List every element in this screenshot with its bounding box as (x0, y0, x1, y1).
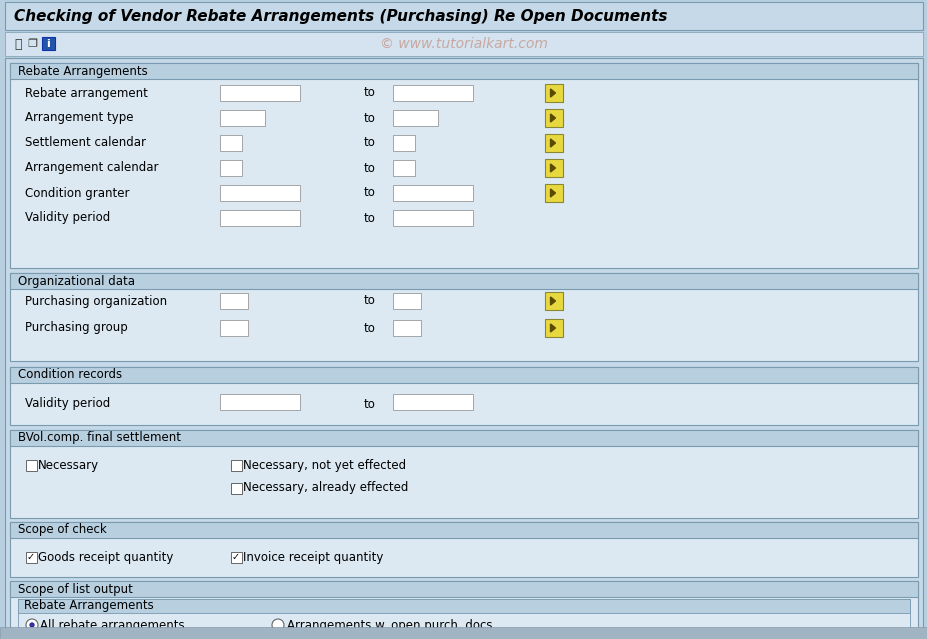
Text: ❐: ❐ (27, 39, 37, 49)
Bar (18, 599, 909, 613)
Bar (10, 273, 917, 361)
Text: to: to (363, 212, 375, 224)
Bar (5, 2, 922, 30)
Bar (220, 210, 299, 226)
Bar (5, 32, 922, 56)
Text: Condition granter: Condition granter (25, 187, 130, 199)
Bar (544, 319, 563, 337)
Text: Scope of check: Scope of check (18, 523, 107, 537)
Bar (544, 292, 563, 310)
Text: Rebate arrangement: Rebate arrangement (25, 86, 147, 100)
Text: Invoice receipt quantity: Invoice receipt quantity (243, 551, 383, 564)
Text: Arrangement type: Arrangement type (25, 111, 133, 125)
Text: i: i (46, 39, 50, 49)
Text: to: to (363, 321, 375, 334)
Text: All rebate arrangements: All rebate arrangements (40, 619, 184, 631)
Text: to: to (363, 137, 375, 150)
Bar (10, 581, 917, 597)
Bar (392, 293, 421, 309)
FancyArrow shape (550, 139, 555, 147)
Bar (10, 63, 917, 268)
Text: Organizational data: Organizational data (18, 275, 134, 288)
Bar (26, 460, 37, 471)
Bar (42, 37, 55, 50)
Text: Scope of list output: Scope of list output (18, 583, 133, 596)
Bar (231, 552, 242, 563)
Text: to: to (363, 162, 375, 174)
Bar (392, 110, 438, 126)
Bar (10, 367, 917, 383)
Bar (26, 552, 37, 563)
Text: Purchasing organization: Purchasing organization (25, 295, 167, 307)
Bar (10, 430, 917, 446)
Text: to: to (363, 187, 375, 199)
FancyArrow shape (550, 297, 555, 305)
Bar (392, 160, 414, 176)
Text: to: to (363, 295, 375, 307)
Bar (231, 483, 242, 494)
Text: Rebate Arrangements: Rebate Arrangements (18, 65, 147, 77)
Bar (392, 185, 473, 201)
Bar (231, 460, 242, 471)
Bar (220, 293, 248, 309)
Text: to: to (363, 111, 375, 125)
Bar (544, 134, 563, 152)
Bar (392, 394, 473, 410)
Bar (0, 627, 927, 639)
Text: Necessary, not yet effected: Necessary, not yet effected (243, 459, 406, 472)
Text: Rebate Arrangements: Rebate Arrangements (24, 599, 154, 613)
Text: Validity period: Validity period (25, 397, 110, 410)
Bar (220, 160, 242, 176)
Bar (392, 135, 414, 151)
Bar (220, 110, 265, 126)
Text: Validity period: Validity period (25, 212, 110, 224)
Circle shape (26, 619, 38, 631)
Bar (10, 63, 917, 79)
Bar (392, 320, 421, 336)
Text: to: to (363, 86, 375, 100)
Text: Arrangements w. open purch. docs.: Arrangements w. open purch. docs. (286, 619, 496, 631)
Text: Settlement calendar: Settlement calendar (25, 137, 146, 150)
Bar (544, 184, 563, 202)
Bar (544, 84, 563, 102)
Bar (220, 85, 299, 101)
Bar (220, 185, 299, 201)
Text: BVol.comp. final settlement: BVol.comp. final settlement (18, 431, 181, 445)
Text: to: to (363, 397, 375, 410)
Bar (18, 599, 909, 629)
FancyArrow shape (550, 164, 555, 172)
Text: Goods receipt quantity: Goods receipt quantity (38, 551, 173, 564)
Bar (10, 273, 917, 289)
Bar (10, 367, 917, 425)
Circle shape (30, 622, 34, 627)
Bar (10, 581, 917, 633)
Text: Condition records: Condition records (18, 369, 122, 381)
Text: Arrangement calendar: Arrangement calendar (25, 162, 159, 174)
Bar (10, 430, 917, 518)
Bar (220, 394, 299, 410)
FancyArrow shape (550, 189, 555, 197)
Bar (10, 522, 917, 538)
Bar (220, 320, 248, 336)
Bar (10, 522, 917, 577)
Text: Purchasing group: Purchasing group (25, 321, 128, 334)
Text: ✓: ✓ (232, 552, 240, 562)
FancyArrow shape (550, 114, 555, 122)
Text: Necessary, already effected: Necessary, already effected (243, 482, 408, 495)
Text: Necessary: Necessary (38, 459, 99, 472)
Bar (544, 109, 563, 127)
Text: Checking of Vendor Rebate Arrangements (Purchasing) Re Open Documents: Checking of Vendor Rebate Arrangements (… (14, 8, 667, 24)
Bar (392, 210, 473, 226)
FancyArrow shape (550, 89, 555, 97)
Text: ✓: ✓ (27, 552, 35, 562)
FancyArrow shape (550, 324, 555, 332)
Bar (392, 85, 473, 101)
Bar (544, 159, 563, 177)
Text: © www.tutorialkart.com: © www.tutorialkart.com (380, 37, 547, 51)
Circle shape (272, 619, 284, 631)
Text: ⭮: ⭮ (14, 38, 21, 50)
Bar (220, 135, 242, 151)
